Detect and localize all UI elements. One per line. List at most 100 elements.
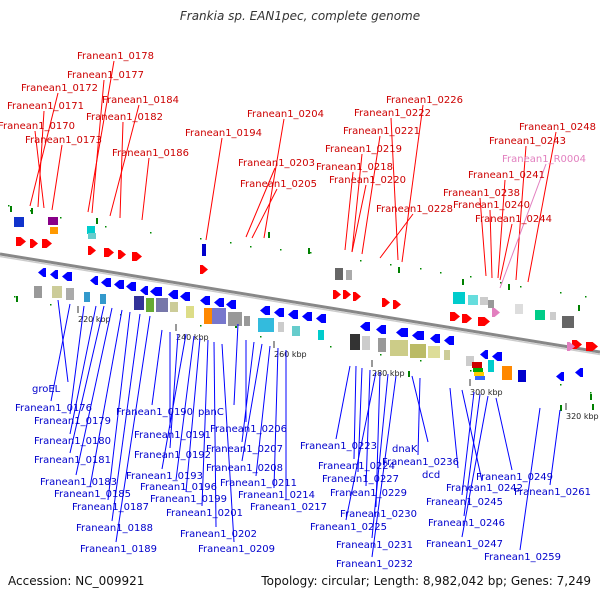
callout-line	[50, 303, 71, 402]
track-dot	[470, 370, 472, 372]
gene-label-bottom: Franean1_0245	[426, 497, 503, 508]
gene-label-bottom: Franean1_0190	[116, 407, 193, 418]
gene-label-top: Franean1_0173	[25, 135, 102, 146]
feature-block	[474, 372, 484, 376]
callout-line	[344, 171, 354, 251]
gene-label-bottom: Franean1_0217	[250, 502, 327, 513]
feature-block	[48, 217, 58, 225]
feature-block	[87, 226, 95, 234]
callout-line	[461, 389, 483, 482]
map-title: Frankia sp. EAN1pec, complete genome	[179, 9, 421, 23]
gene-label-bottom: Franean1_0191	[134, 430, 211, 441]
gene-label-top: Franean1_0177	[67, 70, 144, 81]
feature-block	[390, 340, 408, 356]
callout-line	[411, 375, 429, 443]
gene-label-top: Franean1_0170	[0, 121, 75, 132]
feature-block	[278, 322, 284, 332]
track-dot	[250, 246, 252, 248]
feature-block	[453, 292, 465, 304]
kbp-tick-label: 220 kbp	[78, 315, 111, 324]
green-marker	[398, 267, 400, 273]
callout-line	[151, 329, 163, 406]
track-dot	[560, 384, 562, 386]
gene-label-bottom: Franean1_0259	[484, 552, 561, 563]
gene-label-top: Franean1_0194	[185, 128, 262, 139]
reverse-gene-arrow	[444, 336, 454, 345]
forward-gene-arrow	[353, 292, 361, 301]
gene-label-bottom: Franean1_0242	[446, 483, 523, 494]
gene-label-top: Franean1_0226	[386, 95, 463, 106]
track-dot	[200, 238, 202, 240]
callout-line	[34, 130, 45, 209]
feature-block	[52, 286, 62, 298]
gene-label-top: Franean1_0243	[489, 136, 566, 147]
green-marker	[592, 404, 594, 410]
callout-line	[461, 391, 475, 496]
callout-line	[205, 137, 223, 241]
callout-line	[345, 371, 377, 521]
callout-line	[111, 313, 141, 522]
reverse-gene-arrow	[140, 286, 148, 295]
feature-block	[550, 312, 556, 320]
track-dot	[420, 268, 422, 270]
callout-line	[515, 145, 527, 281]
feature-block	[170, 302, 178, 312]
feature-block	[428, 346, 440, 358]
green-marker	[408, 371, 410, 377]
callout-line	[29, 92, 59, 207]
forward-gene-arrow	[88, 246, 96, 255]
green-marker	[16, 296, 18, 302]
callout-line	[549, 409, 561, 486]
rna-gene-arrow	[567, 342, 575, 351]
track-dot	[560, 292, 562, 294]
gene-label-top: Franean1_0219	[325, 144, 402, 155]
callout-line	[499, 223, 513, 281]
callout-line	[255, 345, 271, 477]
genome-backbone-shadow	[0, 255, 600, 356]
feature-block	[34, 286, 42, 298]
callout-line	[69, 305, 85, 415]
feature-block	[88, 233, 96, 239]
feature-block	[66, 288, 74, 300]
gene-label-bottom: Franean1_0247	[426, 539, 503, 550]
track-dot	[8, 205, 10, 207]
gene-label-bottom: Franean1_0206	[210, 424, 287, 435]
kbp-tick-label: 260 kbp	[274, 350, 307, 359]
gene-label-bottom: Franean1_0225	[310, 522, 387, 533]
accession-text: Accession: NC_009921	[8, 574, 145, 588]
gene-label-bottom: dnaK	[392, 444, 418, 455]
feature-block	[488, 360, 494, 372]
feature-block	[84, 292, 90, 302]
gene-label-bottom: Franean1_0224	[318, 461, 395, 472]
feature-block	[212, 308, 226, 324]
gene-label-top: Franean1_0241	[468, 170, 545, 181]
callout-line	[353, 365, 357, 460]
gene-label-bottom: Franean1_0230	[340, 509, 417, 520]
kbp-tick-label: 240 kbp	[176, 333, 209, 342]
callout-line	[233, 323, 239, 406]
callout-line	[375, 371, 381, 508]
reverse-gene-arrow	[492, 352, 502, 361]
callout-line	[89, 309, 123, 488]
callout-line	[417, 377, 421, 456]
feature-block	[186, 306, 194, 318]
gene-label-bottom: Franean1_0207	[206, 444, 283, 455]
forward-gene-arrow	[118, 250, 126, 259]
reverse-gene-arrow	[226, 300, 236, 309]
callout-line	[499, 163, 547, 289]
track-dot	[50, 304, 52, 306]
feature-block	[410, 344, 426, 358]
callout-line	[357, 367, 363, 473]
callout-line	[361, 135, 381, 255]
feature-block	[472, 362, 482, 368]
reverse-gene-arrow	[575, 368, 583, 377]
gene-label-bottom: Franean1_0183	[40, 477, 117, 488]
callout-line	[273, 347, 279, 489]
forward-gene-arrow	[16, 237, 26, 246]
feature-block	[346, 270, 352, 280]
green-marker	[308, 248, 310, 254]
gene-label-top: Franean1_0238	[443, 188, 520, 199]
feature-block	[292, 326, 300, 336]
feature-block	[156, 298, 168, 312]
track-dot	[60, 217, 62, 219]
